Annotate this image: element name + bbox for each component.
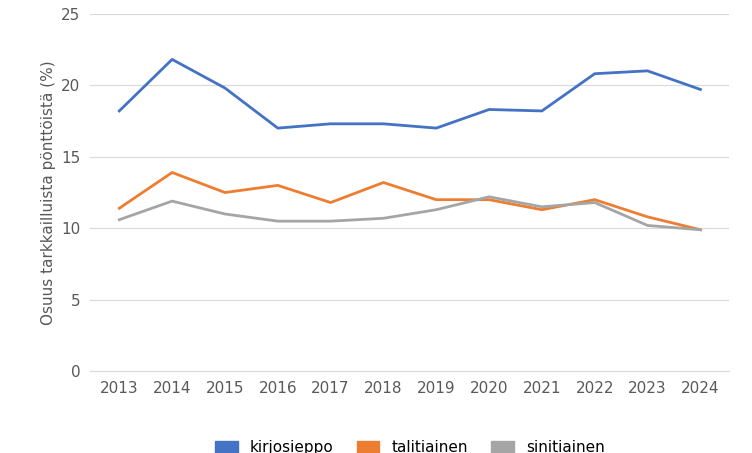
Line: kirjosieppo: kirjosieppo bbox=[120, 59, 700, 128]
kirjosieppo bbox=[432, 125, 441, 131]
talitiainen bbox=[273, 183, 282, 188]
kirjosieppo bbox=[326, 121, 335, 126]
kirjosieppo bbox=[220, 85, 229, 91]
sinitiainen bbox=[168, 198, 177, 204]
kirjosieppo bbox=[643, 68, 652, 73]
talitiainen bbox=[538, 207, 547, 212]
talitiainen bbox=[590, 197, 599, 202]
talitiainen bbox=[168, 170, 177, 175]
kirjosieppo bbox=[379, 121, 388, 126]
sinitiainen bbox=[643, 223, 652, 228]
Legend: kirjosieppo, talitiainen, sinitiainen: kirjosieppo, talitiainen, sinitiainen bbox=[207, 433, 613, 453]
talitiainen bbox=[432, 197, 441, 202]
kirjosieppo bbox=[484, 107, 493, 112]
talitiainen bbox=[326, 200, 335, 205]
kirjosieppo bbox=[538, 108, 547, 114]
sinitiainen bbox=[432, 207, 441, 212]
sinitiainen bbox=[484, 194, 493, 199]
sinitiainen bbox=[379, 216, 388, 221]
Line: sinitiainen: sinitiainen bbox=[120, 197, 700, 230]
kirjosieppo bbox=[590, 71, 599, 77]
sinitiainen bbox=[326, 218, 335, 224]
talitiainen bbox=[379, 180, 388, 185]
talitiainen bbox=[115, 206, 124, 211]
talitiainen bbox=[220, 190, 229, 195]
talitiainen bbox=[696, 227, 705, 232]
kirjosieppo bbox=[696, 87, 705, 92]
kirjosieppo bbox=[168, 57, 177, 62]
sinitiainen bbox=[538, 204, 547, 210]
sinitiainen bbox=[696, 227, 705, 232]
kirjosieppo bbox=[273, 125, 282, 131]
sinitiainen bbox=[115, 217, 124, 222]
sinitiainen bbox=[220, 211, 229, 217]
sinitiainen bbox=[590, 200, 599, 205]
talitiainen bbox=[643, 214, 652, 220]
talitiainen bbox=[484, 197, 493, 202]
Line: talitiainen: talitiainen bbox=[120, 173, 700, 230]
sinitiainen bbox=[273, 218, 282, 224]
Y-axis label: Osuus tarkkailluista pönttöistä (%): Osuus tarkkailluista pönttöistä (%) bbox=[41, 60, 56, 325]
kirjosieppo bbox=[115, 108, 124, 114]
